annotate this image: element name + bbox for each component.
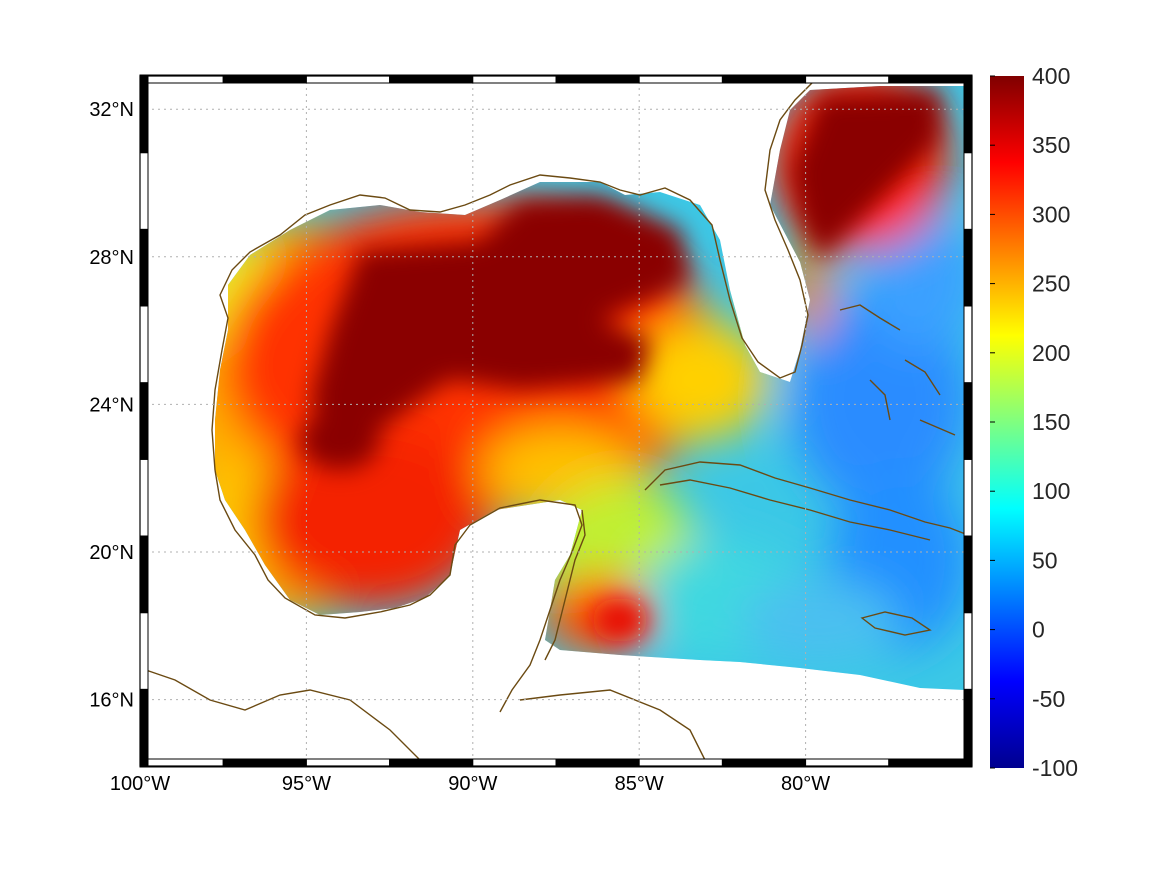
latitude-labels: 32°N 28°N 24°N 20°N 16°N xyxy=(89,99,134,711)
colorbar-label: 50 xyxy=(1032,547,1058,573)
coast-yucatan-east xyxy=(544,509,586,661)
frame-segment xyxy=(139,75,149,154)
frame-segment xyxy=(139,382,149,460)
colorbar: 400 350 300 250 200 150 100 50 0 -50 -100 xyxy=(990,63,1078,781)
frame-segment xyxy=(963,305,973,384)
coast-jamaica xyxy=(860,611,932,636)
coastlines xyxy=(139,79,969,761)
frame-segment xyxy=(963,228,973,307)
coast-honduras xyxy=(519,689,706,761)
frame-segment xyxy=(963,382,973,460)
lat-tick-label: 24°N xyxy=(89,394,134,416)
frame-segment xyxy=(139,458,149,537)
coast-bahamas xyxy=(839,304,956,436)
colorbar-label: -50 xyxy=(1032,686,1065,712)
colorbar-label: 150 xyxy=(1032,409,1070,435)
frame-segment xyxy=(139,612,149,690)
lat-tick-label: 20°N xyxy=(89,542,134,564)
frame-border xyxy=(139,75,973,767)
lat-tick-label: 16°N xyxy=(89,690,134,712)
colorbar-label: 350 xyxy=(1032,132,1070,158)
frame-segment xyxy=(139,688,149,767)
coast-cuba-south xyxy=(659,479,931,541)
colorbar-label: 200 xyxy=(1032,340,1070,366)
frame-segment xyxy=(139,152,149,230)
lon-tick-label: 80°W xyxy=(781,773,830,795)
frame-segment xyxy=(139,305,149,384)
coast-gulf-us xyxy=(211,79,816,471)
coast-mexico xyxy=(214,469,583,713)
frame-segment xyxy=(139,228,149,307)
colorbar-label: -100 xyxy=(1032,755,1078,781)
lon-tick-label: 85°W xyxy=(615,773,664,795)
map-frame xyxy=(139,74,973,768)
coast-cuba xyxy=(644,461,969,536)
lon-tick-label: 90°W xyxy=(448,773,497,795)
frame-segment xyxy=(963,612,973,690)
frame-segment xyxy=(963,458,973,537)
frame-segment xyxy=(963,688,973,767)
colorbar-label: 100 xyxy=(1032,478,1070,504)
lat-tick-label: 28°N xyxy=(89,247,134,269)
colorbar-label: 400 xyxy=(1032,63,1070,89)
lat-tick-label: 32°N xyxy=(89,99,134,121)
lon-tick-label: 95°W xyxy=(282,773,331,795)
longitude-labels: 100°W 95°W 90°W 85°W 80°W xyxy=(110,773,830,795)
coast-central-america xyxy=(139,667,421,761)
colorbar-label: 0 xyxy=(1032,617,1045,643)
colorbar-label: 300 xyxy=(1032,201,1070,227)
frame-segment xyxy=(963,75,973,154)
grid-lines xyxy=(140,76,972,766)
frame-segment xyxy=(963,535,973,614)
colorbar-label: 250 xyxy=(1032,271,1070,297)
lon-tick-label: 100°W xyxy=(110,773,170,795)
colorbar-labels: 400 350 300 250 200 150 100 50 0 -50 -100 xyxy=(990,63,1078,781)
colorbar-gradient xyxy=(990,76,1024,768)
frame-segment xyxy=(139,535,149,614)
data-field xyxy=(215,86,965,690)
frame-segment xyxy=(963,152,973,230)
